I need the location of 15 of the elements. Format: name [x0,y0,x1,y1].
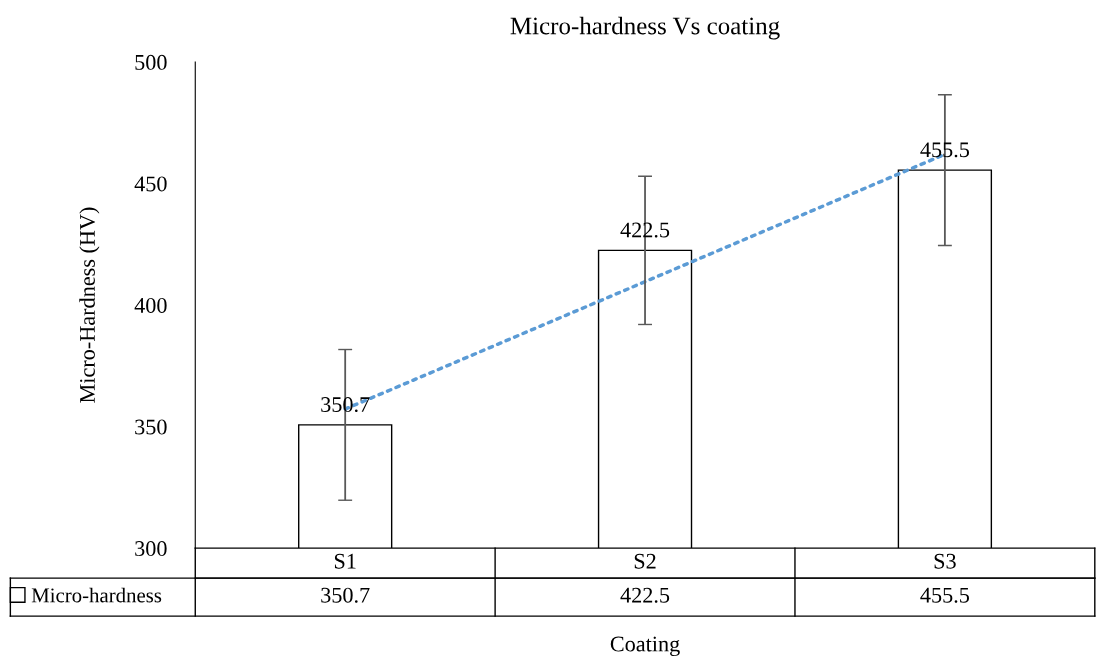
y-tick-label: 450 [134,176,167,192]
x-tick-label: S1 [334,553,356,569]
y-tick-label: 300 [135,541,167,557]
x-tick-label: S2 [634,553,656,569]
legend-label: Micro-hardness [31,587,162,603]
x-axis-title: Coating [610,636,680,657]
y-tick-label: 400 [134,297,167,313]
x-tick-label: S3 [934,553,956,569]
y-tick-label: 350 [135,419,167,435]
data-label: 422.5 [620,587,670,603]
chart-title: Micro-hardness Vs coating [510,16,780,40]
y-tick-label: 500 [135,54,167,70]
data-label: 455.5 [920,587,970,603]
y-axis-title: Micro-Hardness (HV) [79,207,100,403]
data-label: 350.7 [321,587,370,603]
